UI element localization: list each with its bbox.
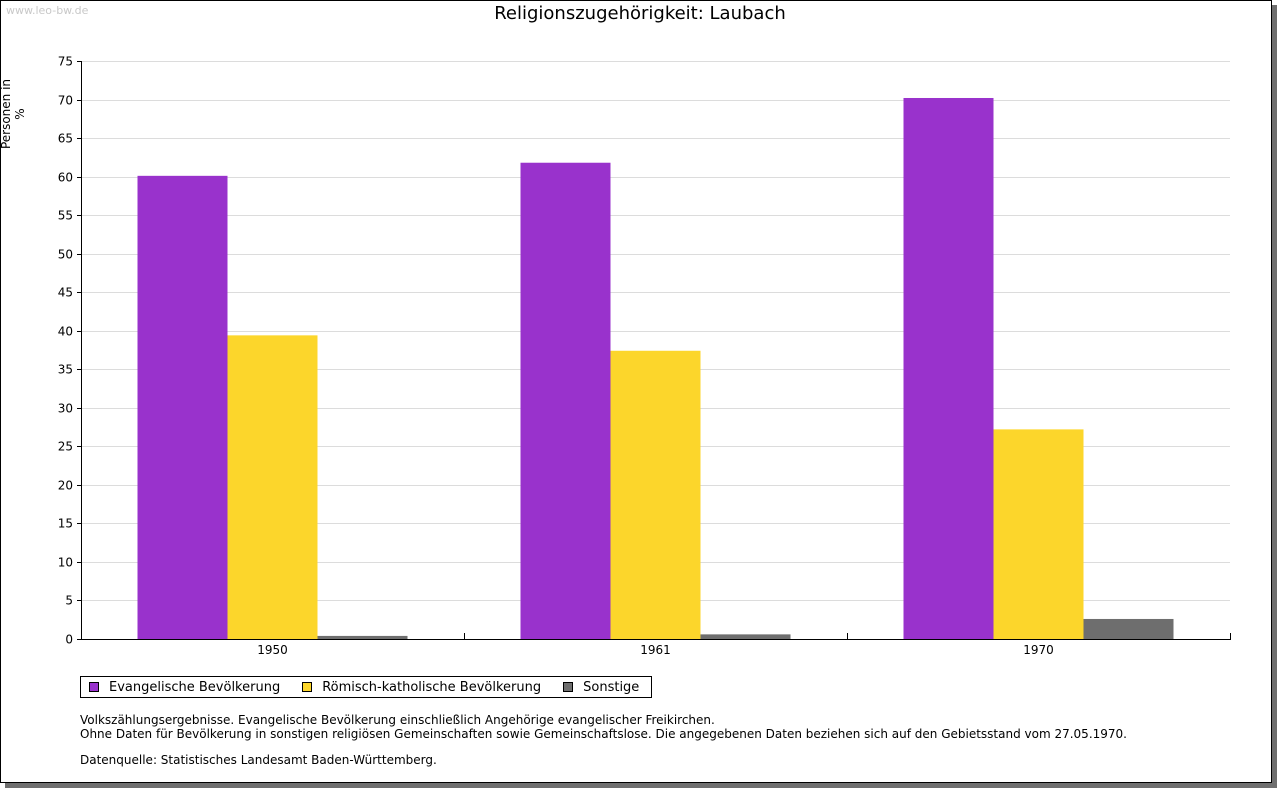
- axes: [81, 61, 1231, 640]
- bar-1950-1: [227, 335, 318, 639]
- data-source: Datenquelle: Statistisches Landesamt Bad…: [80, 753, 437, 767]
- x-ticks: 1950 1961 1970: [257, 633, 1231, 657]
- legend-label-1: Römisch-katholische Bevölkerung: [322, 679, 542, 695]
- y-tick-label-4: 20: [58, 479, 73, 493]
- legend-label-2: Sonstige: [583, 679, 640, 695]
- bar-1970-0: [903, 97, 994, 639]
- bar-1961-1: [610, 350, 701, 639]
- y-tick-label-14: 70: [58, 94, 73, 108]
- legend: Evangelische Bevölkerung Römisch-katholis…: [80, 676, 653, 698]
- y-tick-label-3: 15: [58, 517, 73, 531]
- watermark: www.leo-bw.de: [6, 4, 89, 17]
- y-tick-label-10: 50: [58, 248, 73, 262]
- bar-1961-0: [520, 162, 611, 639]
- x-tick-label-1970: 1970: [1023, 643, 1054, 657]
- x-tick-label-1950: 1950: [257, 643, 288, 657]
- y-tick-label-13: 65: [58, 132, 73, 146]
- bar-1950-0: [137, 175, 228, 639]
- y-tick-label-11: 55: [58, 209, 73, 223]
- chart-title: Religionszugehörigkeit: Laubach: [494, 3, 786, 24]
- bar-1970-1: [993, 429, 1084, 639]
- bars: [137, 97, 1174, 639]
- y-tick-label-5: 25: [58, 440, 73, 454]
- y-tick-label-6: 30: [58, 402, 73, 416]
- legend-swatch-2: [563, 682, 574, 692]
- legend-swatch-0: [89, 682, 99, 692]
- bar-1961-2: [700, 634, 791, 639]
- legend-item-1: Römisch-katholische Bevölkerung: [302, 680, 541, 695]
- bar-1970-2: [1083, 618, 1174, 639]
- y-tick-label-7: 35: [58, 363, 73, 377]
- legend-label-0: Evangelische Bevölkerung: [109, 679, 281, 695]
- y-tick-label-8: 40: [58, 325, 73, 339]
- y-tick-label-2: 10: [58, 556, 73, 570]
- chart-notes: Volkszählungsergebnisse. Evangelische Be…: [80, 713, 1127, 767]
- note-line-1: Volkszählungsergebnisse. Evangelische Be…: [80, 713, 715, 727]
- bar-1950-2: [317, 635, 408, 639]
- legend-item-2: Sonstige: [563, 680, 639, 695]
- legend-swatch-1: [302, 682, 313, 692]
- x-tick-label-1961: 1961: [640, 643, 671, 657]
- y-tick-label-0: 0: [65, 633, 73, 647]
- note-line-2: Ohne Daten für Bevölkerung in sonstigen …: [80, 727, 1127, 741]
- y-tick-label-15: 75: [58, 55, 73, 69]
- y-ticks: 0 5 10 15 20 25 30 35 40 45 50 55 60 65 70 75: [58, 55, 81, 647]
- y-tick-label-12: 60: [58, 171, 73, 185]
- legend-item-0: Evangelische Bevölkerung: [89, 680, 280, 695]
- y-tick-label-9: 45: [58, 286, 73, 300]
- y-tick-label-1: 5: [65, 594, 73, 608]
